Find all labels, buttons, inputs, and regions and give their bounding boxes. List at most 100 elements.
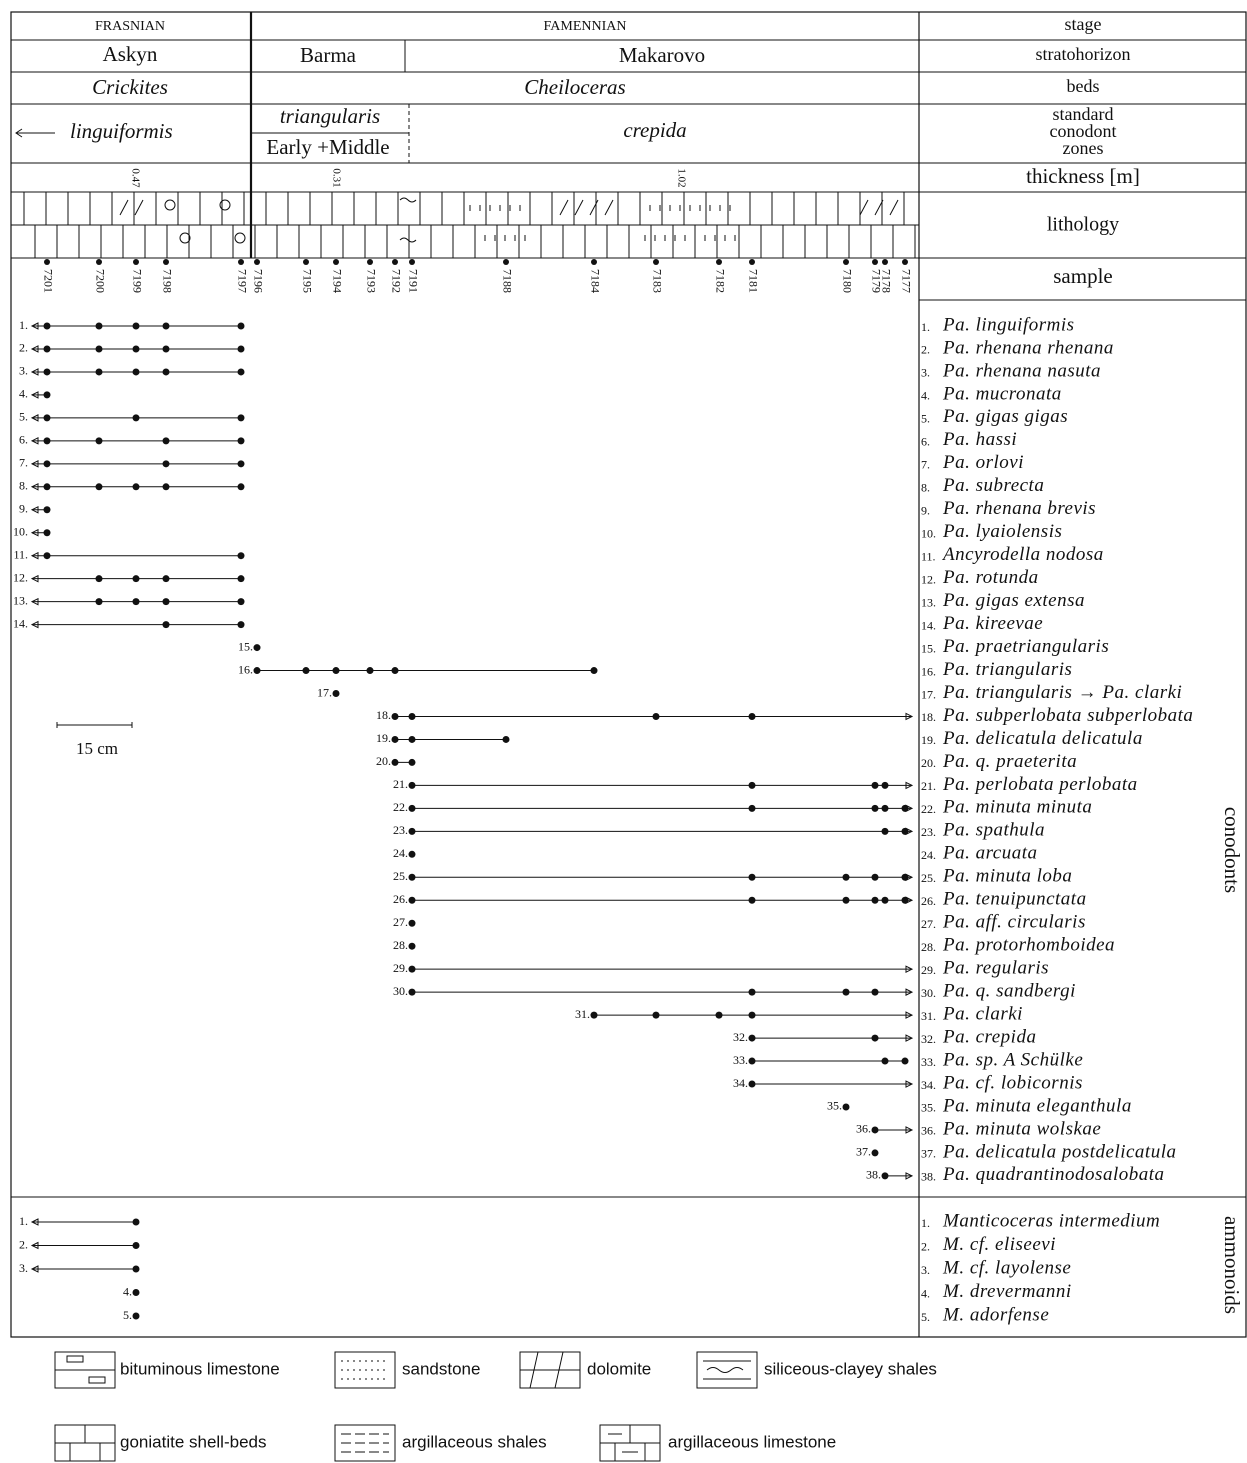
occurrence [43,460,51,468]
occurrence [162,483,170,491]
rule [589,199,599,216]
taxon-number: 26. [921,894,936,908]
occurrence [871,873,879,881]
taxon-number: 5. [921,412,930,426]
occurrence [748,1011,756,1019]
sample-dot [254,259,260,265]
occurrence [901,873,909,881]
occurrence [408,873,416,881]
arrow [905,965,914,973]
occurrence [162,598,170,606]
dash [689,205,696,241]
taxon-name: Pa. gigas gigas [942,406,1068,427]
sample-dot [96,259,102,265]
sample-dot [44,259,50,265]
taxon-number: 2. [19,1237,28,1251]
taxon-number: 23. [921,825,936,839]
sample-label: 7198 [160,269,174,293]
arrow [30,1265,39,1273]
taxon-number: 19. [376,731,391,745]
arrow [30,1218,39,1226]
arrow [30,368,39,376]
sample-label: 7195 [300,269,314,293]
taxon-name: Pa. protorhomboidea [942,935,1115,956]
label: beds [1067,76,1100,96]
label: standard [1053,104,1114,124]
taxon-number: 28. [393,938,408,952]
taxon-number: 5. [921,1310,930,1324]
taxon-name: Pa. praetriangularis [942,636,1109,657]
taxon-name: Pa. regularis [942,958,1049,979]
taxon-name: Pa. gigas extensa [942,590,1085,611]
label: 1.02 [675,168,687,187]
legend-label: sandstone [402,1359,480,1378]
arrow [905,988,914,996]
taxon-number: 2. [19,341,28,355]
taxon-number: 17. [921,687,936,701]
taxon-number: 11. [921,549,936,563]
sample-label: 7192 [389,269,403,293]
taxon-name: Pa. triangularis → Pa. clarki [942,682,1182,703]
taxon-number: 9. [19,502,28,516]
sample-label: 7179 [869,269,883,293]
sample-label: 7180 [840,269,854,293]
label: lithology [1047,214,1119,236]
taxon-number: 5. [123,1308,132,1322]
sample-label: 7191 [406,269,420,293]
taxon-number: 35. [827,1099,842,1113]
occurrence [881,1172,889,1180]
taxon-number: 26. [393,892,408,906]
arrow [30,597,39,606]
occurrence [132,368,140,376]
taxon-number: 3. [921,366,930,380]
sample-dot [333,259,339,265]
occurrence [237,368,245,376]
sample-dot [902,259,908,265]
dash [489,205,496,241]
arrow [905,1172,914,1180]
occurrence [748,873,756,881]
occurrence [132,414,140,422]
taxon-number: 23. [393,823,408,837]
occurrence [901,827,909,835]
taxon-number: 13. [921,595,936,609]
rule [859,199,869,216]
label: thickness [m] [1026,164,1140,188]
arrow [15,128,55,138]
taxon-number: 6. [19,433,28,447]
taxon-name: Pa. spathula [942,820,1045,841]
dash [719,205,726,241]
sample-label: 7194 [330,269,344,293]
taxon-number: 17. [317,685,332,699]
taxon-number: 21. [921,779,936,793]
occurrence [871,781,879,789]
taxon-number: 30. [393,984,408,998]
taxon-name: Pa. cf. lobicornis [942,1072,1083,1093]
taxon-name: Pa. delicatula postdelicatula [942,1141,1177,1162]
occurrence [391,712,399,720]
taxon-number: 15. [921,641,936,655]
label: linguiformis [70,119,173,143]
occurrence [590,1011,598,1019]
taxon-name: Pa. arcuata [942,843,1038,864]
occurrence [748,781,756,789]
taxon-number: 11. [13,547,28,561]
sample-dot [133,259,139,265]
taxon-number: 5. [19,410,28,424]
legend-label: bituminous limestone [120,1359,280,1378]
occurrence [132,322,140,330]
occurrence [95,483,103,491]
taxon-number: 8. [19,479,28,493]
sample-dot [503,259,509,265]
label: crepida [623,118,686,142]
taxon-number: 1. [19,1214,28,1228]
taxon-name: Pa. orlovi [942,452,1024,473]
occurrence [162,621,170,629]
occurrence [332,667,340,675]
arrow [30,1241,39,1250]
occurrence [253,644,261,652]
occurrence [748,1034,756,1042]
occurrence [237,621,245,629]
sample-label: 7183 [650,269,664,293]
